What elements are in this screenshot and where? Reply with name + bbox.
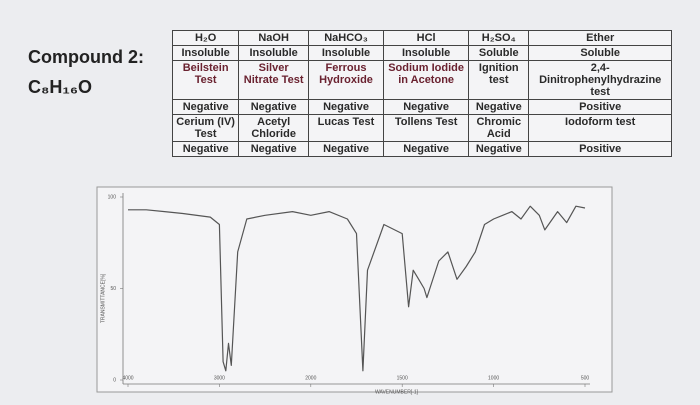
table-row: Beilstein Test Silver Nitrate Test Ferrous… xyxy=(171,60,672,100)
table-cell: Ferrous Hydroxide xyxy=(307,60,385,100)
y-axis-label: TRANSMITTANCE[%] xyxy=(100,273,106,323)
x-tick-label: 2000 xyxy=(305,375,316,381)
header-cell: H₂O xyxy=(171,30,240,46)
compound-label: Compound 2: xyxy=(28,47,144,67)
table-cell: Negative xyxy=(383,99,470,115)
x-tick-label: 1000 xyxy=(488,375,499,381)
table-cell: Negative xyxy=(468,141,530,157)
table-cell: Soluble xyxy=(528,45,672,61)
table-cell: Negative xyxy=(307,99,385,115)
table-cell: Iodoform test xyxy=(528,114,672,142)
table-cell: Negative xyxy=(171,99,240,115)
table-cell: Positive xyxy=(528,99,672,115)
x-axis-label: WAVENUMBER[-1] xyxy=(375,389,419,395)
table-cell: Soluble xyxy=(468,45,530,61)
table-row: Cerium (IV) Test Acetyl Chloride Lucas Tes… xyxy=(171,114,672,142)
ir-spectrum: 4000 3000 2000 1500 1000 500 0 50 100 WAVENUMBER[… xyxy=(96,186,613,395)
table-cell: 2,4-Dinitrophenylhydrazine test xyxy=(528,60,672,100)
table-cell: Negative xyxy=(307,141,385,157)
table-cell: Sodium Iodide in Acetone xyxy=(383,60,470,100)
table-row: H₂O NaOH NaHCO₃ HCl H₂SO₄ Ether xyxy=(171,30,672,46)
header-cell: Ether xyxy=(528,30,672,46)
compound: Compound 2: C₈H₁₆O xyxy=(28,42,144,102)
header-cell: H₂SO₄ xyxy=(468,30,530,46)
table-cell: Insoluble xyxy=(171,45,240,61)
results-table: H₂O NaOH NaHCO₃ HCl H₂SO₄ Ether Insoluble Insol… xyxy=(171,30,672,157)
table-cell: Cerium (IV) Test xyxy=(171,114,240,142)
table-cell: Positive xyxy=(528,141,672,157)
table-cell: Tollens Test xyxy=(383,114,470,142)
table-cell: Negative xyxy=(468,99,530,115)
table-row: Insoluble Insoluble Insoluble Insoluble Solu… xyxy=(171,45,672,61)
x-tick-label: 1500 xyxy=(397,375,408,381)
header-cell: NaHCO₃ xyxy=(307,30,385,46)
x-tick-label: 3000 xyxy=(214,375,225,381)
table-row: Negative Negative Negative Negative Negative… xyxy=(171,99,672,115)
header-cell: HCl xyxy=(383,30,470,46)
table-cell: Insoluble xyxy=(307,45,385,61)
table-cell: Negative xyxy=(171,141,240,157)
x-tick-label: 4000 xyxy=(122,375,133,381)
y-tick-label: 50 xyxy=(110,286,116,292)
table-cell: Insoluble xyxy=(238,45,309,61)
table-cell: Insoluble xyxy=(383,45,470,61)
table-cell: Beilstein Test xyxy=(171,60,240,100)
table-cell: Negative xyxy=(238,141,309,157)
table-cell: Acetyl Chloride xyxy=(238,114,309,142)
table-cell: Silver Nitrate Test xyxy=(238,60,309,100)
header-cell: NaOH xyxy=(238,30,309,46)
x-tick-label: 500 xyxy=(581,375,590,381)
y-tick-label: 0 xyxy=(113,377,116,383)
compound-formula: C₈H₁₆O xyxy=(28,77,93,97)
spectrum-frame xyxy=(96,186,613,393)
y-tick-label: 100 xyxy=(108,194,117,200)
table-row: Negative Negative Negative Negative Negative… xyxy=(171,141,672,157)
table-cell: Ignition test xyxy=(468,60,530,100)
table-cell: Negative xyxy=(238,99,309,115)
spectrum-line xyxy=(128,205,586,372)
table-cell: Chromic Acid xyxy=(468,114,530,142)
table-cell: Negative xyxy=(383,141,470,157)
table-cell: Lucas Test xyxy=(307,114,385,142)
